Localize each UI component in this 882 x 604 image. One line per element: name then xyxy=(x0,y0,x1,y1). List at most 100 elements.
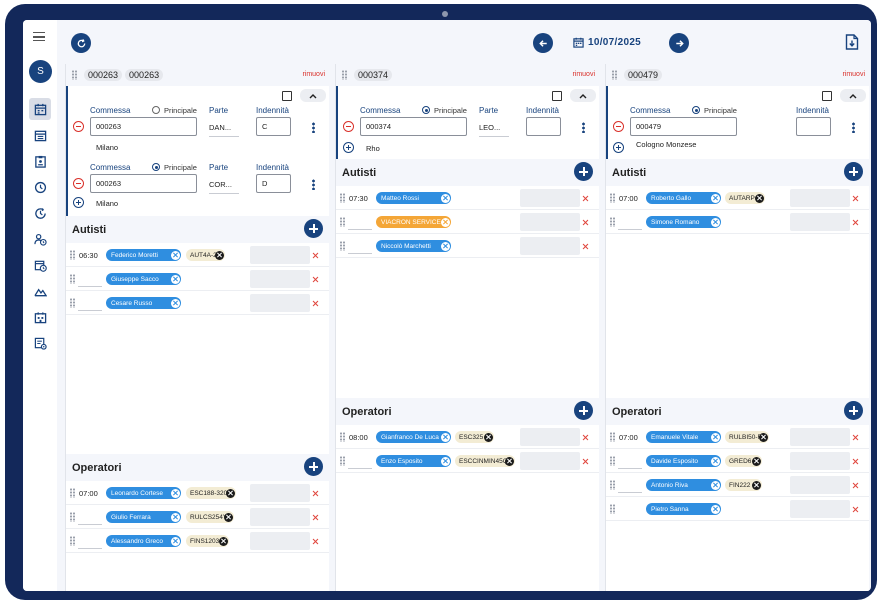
start-time-empty[interactable] xyxy=(618,229,642,230)
remove-person-icon[interactable] xyxy=(710,432,720,442)
commessa-field[interactable]: 000263 xyxy=(90,174,197,193)
commessa-field[interactable]: 000479 xyxy=(630,117,737,136)
mountain-icon[interactable] xyxy=(29,280,51,302)
indennita-field[interactable]: C xyxy=(256,117,291,136)
notes-field[interactable] xyxy=(520,428,580,446)
remove-vehicle-icon[interactable] xyxy=(755,193,764,203)
drag-handle-icon[interactable] xyxy=(610,217,615,227)
collapse-button[interactable] xyxy=(840,89,866,102)
person-chip[interactable]: Leonardo Cortese xyxy=(106,487,181,499)
person-chip[interactable]: Matteo Rossi xyxy=(376,192,451,204)
delete-row-icon[interactable] xyxy=(852,195,859,202)
principale-radio[interactable] xyxy=(692,106,700,114)
remove-person-icon[interactable] xyxy=(440,432,450,442)
notes-field[interactable] xyxy=(520,452,580,470)
vehicle-chip[interactable]: FINS1203 xyxy=(186,535,229,547)
date-picker[interactable]: 10/07/2025 xyxy=(573,35,641,49)
export-document-icon[interactable] xyxy=(845,34,859,50)
drag-handle-icon[interactable] xyxy=(70,512,75,522)
calendar-icon[interactable] xyxy=(29,98,51,120)
indennita-field[interactable]: D xyxy=(256,174,291,193)
user-clock-icon[interactable] xyxy=(29,228,51,250)
person-chip[interactable]: Emanuele Vitale xyxy=(646,431,721,443)
collapse-button[interactable] xyxy=(300,89,326,102)
vehicle-chip[interactable]: RULBI50-F xyxy=(725,431,769,443)
person-chip[interactable]: Davide Esposito xyxy=(646,455,721,467)
drag-handle-icon[interactable] xyxy=(70,298,75,308)
delete-row-icon[interactable] xyxy=(852,458,859,465)
commessa-field[interactable]: 000263 xyxy=(90,117,197,136)
person-chip[interactable]: Roberto Gallo xyxy=(646,192,721,204)
vehicle-chip[interactable]: ESC325 xyxy=(455,431,494,443)
drag-handle-icon[interactable] xyxy=(340,241,345,251)
select-checkbox[interactable] xyxy=(282,91,292,101)
add-operatore-button[interactable] xyxy=(304,457,323,476)
remove-person-icon[interactable] xyxy=(440,456,450,466)
vehicle-chip[interactable]: ESC188-320 xyxy=(186,487,236,499)
principale-radio[interactable] xyxy=(152,106,160,114)
person-chip[interactable]: Pietro Sanna xyxy=(646,503,721,515)
drag-handle-icon[interactable] xyxy=(610,504,615,514)
notes-field[interactable] xyxy=(250,270,310,288)
remove-link[interactable]: rimuovi xyxy=(572,71,595,78)
vehicle-chip[interactable]: FIN222 xyxy=(725,479,762,491)
person-chip[interactable]: Cesare Russo xyxy=(106,297,181,309)
notes-field[interactable] xyxy=(790,189,850,207)
notes-field[interactable] xyxy=(520,189,580,207)
delete-row-icon[interactable] xyxy=(312,252,319,259)
add-autista-button[interactable] xyxy=(844,162,863,181)
remove-link[interactable]: rimuovi xyxy=(302,71,325,78)
drag-handle-icon[interactable] xyxy=(610,432,615,442)
remove-person-icon[interactable] xyxy=(170,298,180,308)
add-commessa-icon[interactable] xyxy=(613,142,624,153)
delete-row-icon[interactable] xyxy=(312,276,319,283)
notes-field[interactable] xyxy=(250,484,310,502)
remove-person-icon[interactable] xyxy=(710,504,720,514)
person-chip[interactable]: Enzo Esposito xyxy=(376,455,451,467)
delete-row-icon[interactable] xyxy=(582,434,589,441)
notes-field[interactable] xyxy=(250,294,310,312)
drag-handle-icon[interactable] xyxy=(340,456,345,466)
notes-field[interactable] xyxy=(250,508,310,526)
start-time[interactable]: 07:30 xyxy=(349,194,368,203)
schedule-list-icon[interactable] xyxy=(29,124,51,146)
indennita-field[interactable] xyxy=(796,117,831,136)
person-chip[interactable]: VIACRON SERVICE... xyxy=(376,216,451,228)
drag-handle-icon[interactable] xyxy=(610,480,615,490)
start-time-empty[interactable] xyxy=(78,310,102,311)
start-time-empty[interactable] xyxy=(348,229,372,230)
drag-handle-icon[interactable] xyxy=(612,70,617,80)
person-chip[interactable]: Gianfranco De Luca xyxy=(376,431,451,443)
vehicle-chip[interactable]: GRED6 xyxy=(725,455,762,467)
remove-link[interactable]: rimuovi xyxy=(842,71,865,78)
delete-row-icon[interactable] xyxy=(582,195,589,202)
remove-person-icon[interactable] xyxy=(710,217,720,227)
more-options-icon[interactable] xyxy=(312,179,315,190)
select-checkbox[interactable] xyxy=(822,91,832,101)
notes-field[interactable] xyxy=(790,213,850,231)
building-calendar-icon[interactable] xyxy=(29,306,51,328)
drag-handle-icon[interactable] xyxy=(72,70,77,80)
next-day-button[interactable] xyxy=(669,33,689,53)
delete-row-icon[interactable] xyxy=(582,243,589,250)
previous-day-button[interactable] xyxy=(533,33,553,53)
start-time[interactable]: 07:00 xyxy=(619,433,638,442)
add-autista-button[interactable] xyxy=(574,162,593,181)
person-chip[interactable]: Giuseppe Sacco xyxy=(106,273,181,285)
drag-handle-icon[interactable] xyxy=(340,217,345,227)
start-time-empty[interactable] xyxy=(618,468,642,469)
notes-field[interactable] xyxy=(250,246,310,264)
delete-row-icon[interactable] xyxy=(852,434,859,441)
vehicle-chip[interactable]: RULCS254Y xyxy=(186,511,234,523)
start-time[interactable]: 06:30 xyxy=(79,251,98,260)
drag-handle-icon[interactable] xyxy=(70,536,75,546)
notes-field[interactable] xyxy=(520,237,580,255)
add-commessa-icon[interactable] xyxy=(343,142,354,153)
remove-vehicle-icon[interactable] xyxy=(752,480,761,490)
remove-person-icon[interactable] xyxy=(440,241,450,251)
start-time-empty[interactable] xyxy=(348,468,372,469)
calendar-clock-icon[interactable] xyxy=(29,254,51,276)
remove-person-icon[interactable] xyxy=(710,193,720,203)
drag-handle-icon[interactable] xyxy=(70,488,75,498)
vehicle-chip[interactable]: AUT4A-2 xyxy=(186,249,225,261)
